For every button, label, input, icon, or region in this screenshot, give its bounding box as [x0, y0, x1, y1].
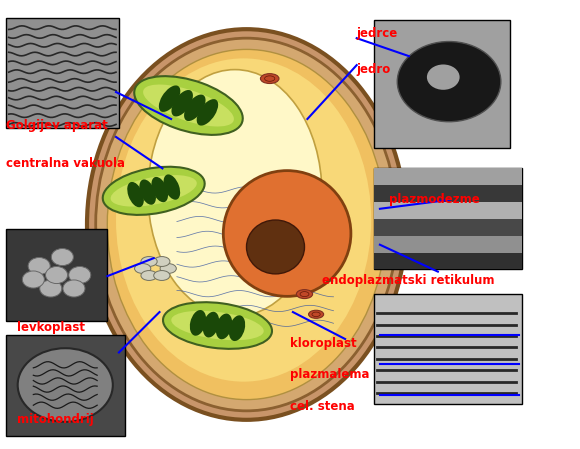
- Text: plazmalema: plazmalema: [290, 369, 369, 381]
- Ellipse shape: [143, 84, 234, 127]
- Ellipse shape: [96, 38, 397, 411]
- Bar: [374, 168, 522, 185]
- Circle shape: [22, 271, 44, 288]
- Bar: [374, 185, 522, 202]
- Ellipse shape: [134, 76, 243, 135]
- Bar: [374, 252, 522, 269]
- Ellipse shape: [107, 49, 386, 400]
- Ellipse shape: [197, 99, 218, 126]
- Text: plazmodezme: plazmodezme: [389, 194, 479, 206]
- Circle shape: [45, 266, 67, 284]
- Circle shape: [63, 280, 85, 297]
- Ellipse shape: [229, 315, 245, 341]
- Ellipse shape: [154, 256, 170, 266]
- Ellipse shape: [223, 171, 351, 296]
- Ellipse shape: [87, 29, 406, 420]
- Circle shape: [28, 257, 50, 275]
- Ellipse shape: [139, 180, 156, 205]
- Ellipse shape: [296, 290, 313, 299]
- Ellipse shape: [127, 182, 144, 207]
- Text: levkoplast: levkoplast: [17, 321, 85, 334]
- Bar: [6, 335, 125, 436]
- Text: endoplazmatski retikulum: endoplazmatski retikulum: [322, 274, 494, 287]
- Ellipse shape: [135, 264, 151, 273]
- Text: mitohondrij: mitohondrij: [17, 414, 94, 426]
- Bar: [6, 229, 107, 321]
- Circle shape: [397, 42, 501, 122]
- Bar: [374, 20, 510, 148]
- Ellipse shape: [190, 310, 206, 336]
- Circle shape: [17, 348, 113, 422]
- Ellipse shape: [151, 177, 168, 202]
- Ellipse shape: [154, 271, 170, 281]
- Circle shape: [39, 280, 61, 297]
- Bar: [374, 202, 522, 219]
- Bar: [374, 168, 522, 269]
- Ellipse shape: [148, 70, 322, 317]
- Text: kloroplast: kloroplast: [290, 337, 357, 350]
- Bar: [374, 236, 522, 252]
- Ellipse shape: [159, 85, 180, 112]
- Ellipse shape: [184, 95, 205, 121]
- Circle shape: [68, 266, 90, 284]
- Circle shape: [427, 65, 459, 90]
- Ellipse shape: [116, 58, 371, 382]
- Bar: [374, 294, 522, 404]
- Ellipse shape: [171, 311, 264, 340]
- Text: Golgijev aparat: Golgijev aparat: [6, 119, 107, 132]
- Ellipse shape: [246, 220, 304, 274]
- Ellipse shape: [111, 175, 197, 207]
- Text: jedrce: jedrce: [357, 27, 398, 40]
- Ellipse shape: [164, 174, 180, 200]
- Text: jedro: jedro: [357, 63, 391, 76]
- Circle shape: [51, 249, 73, 266]
- Text: cel. stena: cel. stena: [290, 400, 355, 413]
- Bar: [374, 219, 522, 236]
- Ellipse shape: [163, 302, 272, 349]
- Ellipse shape: [216, 313, 232, 339]
- Ellipse shape: [141, 271, 157, 281]
- Ellipse shape: [260, 74, 279, 84]
- Ellipse shape: [160, 264, 176, 273]
- Ellipse shape: [141, 256, 157, 266]
- Ellipse shape: [309, 310, 324, 318]
- Ellipse shape: [103, 167, 205, 215]
- Bar: [6, 18, 119, 128]
- Ellipse shape: [172, 90, 193, 116]
- Ellipse shape: [203, 312, 219, 338]
- Text: centralna vakuola: centralna vakuola: [6, 158, 125, 170]
